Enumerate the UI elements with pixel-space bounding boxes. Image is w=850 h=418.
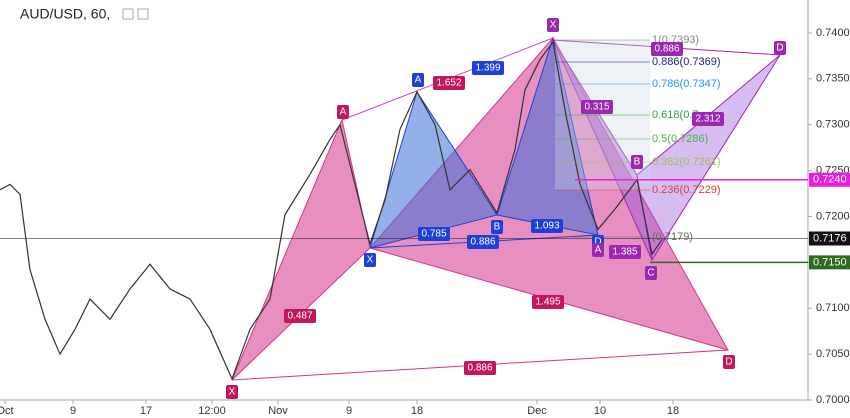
x-tick-label: 10 bbox=[594, 405, 606, 417]
annotation: A bbox=[595, 245, 602, 256]
annotation-box bbox=[723, 355, 735, 369]
y-tick-label: 0.7350 bbox=[816, 73, 850, 85]
annotation-box bbox=[226, 385, 238, 399]
annotation: 1.495 bbox=[535, 297, 560, 308]
y-tick-label: 0.7100 bbox=[816, 302, 850, 314]
annotation-box bbox=[364, 253, 376, 267]
annotation-box bbox=[337, 105, 349, 119]
x-tick-label: 18 bbox=[411, 405, 423, 417]
fib-label: 0.786(0.7347) bbox=[652, 78, 721, 90]
annotation-box bbox=[631, 155, 643, 169]
x-tick-label: 18 bbox=[667, 405, 679, 417]
annotation: X bbox=[550, 20, 557, 31]
annotation: D bbox=[594, 237, 601, 248]
annotation-box bbox=[609, 245, 641, 259]
annotation: D bbox=[725, 357, 732, 368]
annotation: A bbox=[415, 75, 422, 86]
fib-label: 0.5(0.7286) bbox=[652, 133, 708, 145]
annotation-box bbox=[532, 295, 564, 309]
annotation: 0.886 bbox=[467, 363, 492, 374]
y-tick-label: 0.7200 bbox=[816, 210, 850, 222]
y-tick-label: 0.7050 bbox=[816, 348, 850, 360]
x-tick-label: Dec bbox=[527, 405, 547, 417]
annotation-box bbox=[472, 61, 504, 75]
price-tag-label: 0.7150 bbox=[813, 256, 847, 268]
y-tick-label: 0.7300 bbox=[816, 119, 850, 131]
price-line bbox=[0, 40, 663, 381]
annotation-box bbox=[412, 73, 424, 87]
annotation: 0.785 bbox=[421, 229, 446, 240]
annotation: C bbox=[647, 268, 654, 279]
fib-label: 0.618(0.7 bbox=[652, 109, 698, 121]
price-tag-label: 0.7240 bbox=[813, 174, 847, 186]
annotation: 1.652 bbox=[436, 78, 461, 89]
annotation-box bbox=[592, 243, 604, 257]
annotation-box bbox=[692, 112, 724, 126]
annotation: 0.487 bbox=[287, 311, 312, 322]
annotation: 1.093 bbox=[534, 221, 559, 232]
x-tick-label: 9 bbox=[70, 405, 76, 417]
annotation-box bbox=[645, 266, 657, 280]
annotation: X bbox=[367, 255, 374, 266]
annotation: 0.315 bbox=[584, 102, 609, 113]
annotation-box bbox=[581, 100, 613, 114]
annotation: 1.399 bbox=[475, 63, 500, 74]
settings-icon[interactable] bbox=[122, 8, 134, 20]
fib-label: 0.382(0.7261) bbox=[652, 156, 721, 168]
price-tag bbox=[809, 172, 850, 187]
x-tick-label: 9 bbox=[346, 405, 352, 417]
x-tick-label: 12:00 bbox=[198, 405, 226, 417]
price-tag-label: 0.7176 bbox=[813, 232, 847, 244]
chart-title: AUD/USD, 60, bbox=[20, 6, 110, 22]
price-tag bbox=[809, 231, 850, 246]
y-tick-label: 0.7000 bbox=[816, 394, 850, 406]
annotation: 0.886 bbox=[654, 44, 679, 55]
annotation-box bbox=[433, 76, 465, 90]
annotation: 0.886 bbox=[470, 237, 495, 248]
annotation-box bbox=[531, 219, 563, 233]
y-tick-label: 0.7400 bbox=[816, 27, 850, 39]
annotation-box bbox=[547, 18, 559, 32]
annotation: D bbox=[776, 43, 783, 54]
annotation: A bbox=[340, 107, 347, 118]
annotation: 1.385 bbox=[612, 247, 637, 258]
annotation-box bbox=[774, 41, 786, 55]
x-tick-label: Nov bbox=[268, 405, 288, 417]
annotation-box bbox=[464, 361, 496, 375]
annotation: B bbox=[494, 222, 501, 233]
annotation-box bbox=[651, 42, 683, 56]
x-tick-label: Oct bbox=[0, 405, 14, 417]
x-tick-label: 17 bbox=[140, 405, 152, 417]
title-bg bbox=[0, 2, 150, 28]
annotation: B bbox=[634, 157, 641, 168]
fib-label: (0.7179) bbox=[652, 231, 693, 243]
fib-label: 0.236(0.7229) bbox=[652, 184, 721, 196]
annotation-box bbox=[284, 309, 316, 323]
annotation: 2.312 bbox=[695, 114, 720, 125]
annotation-box bbox=[467, 235, 499, 249]
fib-label: 0.886(0.7369) bbox=[652, 56, 721, 68]
annotation-box bbox=[418, 227, 450, 241]
annotation: X bbox=[229, 387, 236, 398]
annotation-box bbox=[491, 220, 503, 234]
price-tag bbox=[809, 255, 850, 270]
close-icon[interactable] bbox=[137, 8, 149, 20]
